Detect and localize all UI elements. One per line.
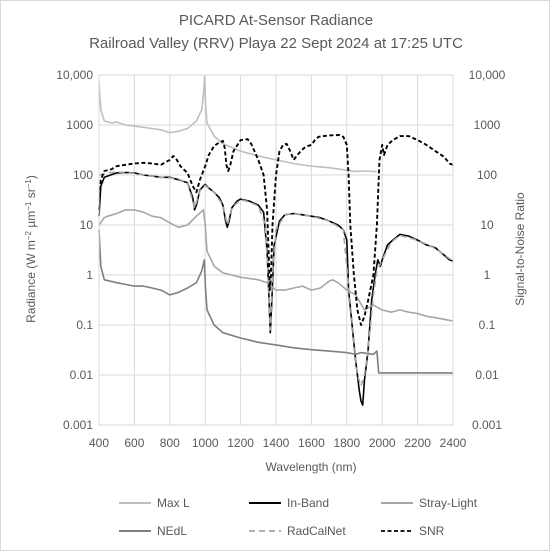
x-tick-label: 1600 <box>298 436 325 450</box>
y-left-tick-label: 100 <box>73 168 93 182</box>
series-stray-light <box>98 209 454 322</box>
x-tick-label: 1800 <box>333 436 360 450</box>
y-left-tick-labels: 10,000 1000 100 10 1 0.1 0.01 0.001 <box>56 68 93 432</box>
legend-label: SNR <box>419 524 445 538</box>
y-right-axis-label: Signal-to-Noise Ratio <box>513 192 527 306</box>
x-tick-label: 1000 <box>192 436 219 450</box>
legend-label: Max L <box>157 496 190 510</box>
y-left-tick-label: 1000 <box>66 118 93 132</box>
y-left-tick-label: 10,000 <box>56 68 93 82</box>
x-tick-label: 1400 <box>263 436 290 450</box>
legend-label: NEdL <box>157 524 187 538</box>
x-tick-label: 600 <box>124 436 144 450</box>
y-right-tick-labels: 10,000 1000 100 10 1 0.1 0.01 0.001 <box>469 68 506 432</box>
series-nedl <box>98 229 453 374</box>
y-right-tick-label: 100 <box>477 168 497 182</box>
plot-border <box>98 74 454 426</box>
chart-subtitle: Railroad Valley (RRV) Playa 22 Sept 2024… <box>89 35 463 52</box>
y-left-tick-label: 1 <box>86 268 93 282</box>
y-left-tick-label: 0.01 <box>70 368 94 382</box>
legend: Max L In-Band Stray-Light NEdL RadCalNet SNR <box>119 496 478 538</box>
x-tick-label: 800 <box>160 436 180 450</box>
x-axis-label: Wavelength (nm) <box>266 460 357 474</box>
y-right-tick-label: 0.1 <box>479 318 496 332</box>
y-left-tick-label: 0.1 <box>76 318 93 332</box>
x-tick-labels: 400 600 800 1000 1200 1400 1600 1800 2000 2200 240… <box>89 436 467 450</box>
x-tick-label: 2200 <box>404 436 431 450</box>
y-right-tick-label: 0.01 <box>475 368 499 382</box>
y-left-tick-label: 0.001 <box>63 418 93 432</box>
legend-label: RadCalNet <box>287 524 346 538</box>
x-tick-label: 1200 <box>227 436 254 450</box>
series-snr <box>98 134 454 326</box>
y-left-axis-label: Radiance (W m−2 µm−1 sr−1) <box>24 175 39 323</box>
y-right-tick-label: 0.001 <box>472 418 502 432</box>
y-right-tick-label: 1 <box>484 268 491 282</box>
y-right-tick-label: 10,000 <box>469 68 506 82</box>
series-max-l <box>98 75 378 173</box>
x-tick-label: 2000 <box>369 436 396 450</box>
legend-label: In-Band <box>287 496 329 510</box>
legend-label: Stray-Light <box>419 496 478 510</box>
x-tick-label: 400 <box>89 436 109 450</box>
y-left-tick-label: 10 <box>80 218 94 232</box>
x-tick-label: 2400 <box>440 436 467 450</box>
chart-title: PICARD At-Sensor Radiance <box>179 12 373 29</box>
series-lines <box>98 75 454 406</box>
y-right-tick-label: 10 <box>480 218 494 232</box>
y-right-tick-label: 1000 <box>474 118 501 132</box>
